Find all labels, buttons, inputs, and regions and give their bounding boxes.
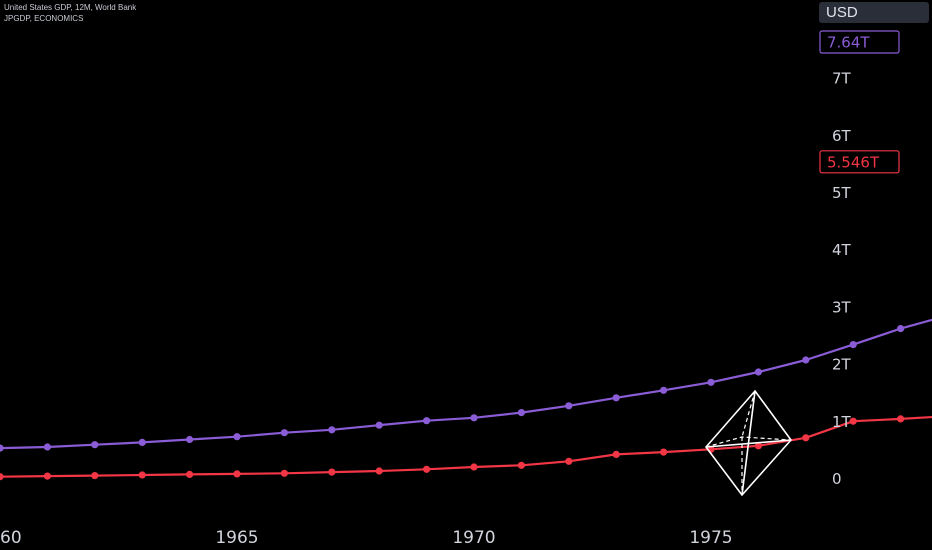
currency-unit-button[interactable]: USD xyxy=(819,2,929,23)
y-tick-label: 3T xyxy=(832,298,852,316)
data-point-us xyxy=(470,414,478,422)
data-point-jp xyxy=(186,470,194,478)
data-point-us xyxy=(423,417,431,425)
data-point-jp xyxy=(280,469,288,477)
data-point-us xyxy=(897,325,905,333)
data-point-us xyxy=(802,356,810,364)
data-point-jp xyxy=(470,463,478,471)
data-point-us xyxy=(660,386,668,394)
x-tick-label: 1960 xyxy=(0,528,22,548)
x-tick-label: 1970 xyxy=(452,528,495,548)
last-value-tag-text: 5.546T xyxy=(827,153,880,171)
plot-area xyxy=(0,318,932,481)
axis-corner-mask xyxy=(820,523,932,550)
data-point-jp xyxy=(328,468,336,476)
legend-line-secondary: JPGDP, ECONOMICS xyxy=(4,14,84,23)
data-point-us xyxy=(186,435,194,444)
legend-line-primary: United States GDP, 12M, World Bank xyxy=(4,3,137,12)
data-point-us xyxy=(43,443,52,451)
data-point-us xyxy=(517,409,526,417)
octahedron-logo-icon xyxy=(704,389,793,497)
y-tick-label: 7T xyxy=(832,70,852,88)
data-point-us xyxy=(707,378,715,386)
series-line-us xyxy=(0,318,932,450)
data-point-jp xyxy=(565,457,573,465)
y-tick-label: 6T xyxy=(832,127,852,145)
data-point-jp xyxy=(375,467,383,475)
data-point-jp xyxy=(897,415,905,423)
data-point-us xyxy=(612,394,620,402)
data-point-us xyxy=(138,438,146,446)
data-point-jp xyxy=(43,472,52,480)
data-point-jp xyxy=(849,417,857,425)
data-point-us xyxy=(849,341,857,349)
x-tick-label: 1975 xyxy=(689,528,732,548)
chart-legend: United States GDP, 12M, World Bank JPGDP… xyxy=(4,2,136,24)
series-line-jp xyxy=(0,415,932,478)
data-point-jp xyxy=(754,442,763,450)
data-point-jp xyxy=(91,472,99,480)
data-point-jp xyxy=(0,473,4,481)
x-tick-label: 1965 xyxy=(215,528,258,548)
last-value-tag-jp: 5.546T xyxy=(819,150,900,174)
data-point-jp xyxy=(660,448,668,456)
last-value-tag-box xyxy=(819,150,900,174)
data-point-us xyxy=(565,402,573,410)
price-axis[interactable]: 0 1T 2T 3T 4T 5T 6T 7T 7.64T 5.546T xyxy=(819,30,900,488)
time-axis[interactable]: 19601965197019751980198519901995 xyxy=(0,523,932,550)
data-point-us xyxy=(754,368,763,376)
y-tick-label: 4T xyxy=(832,241,852,259)
data-point-us xyxy=(328,426,336,434)
data-point-us xyxy=(375,421,383,429)
data-point-jp xyxy=(423,465,431,473)
y-tick-label: 0 xyxy=(832,470,842,488)
data-point-jp xyxy=(233,470,241,478)
last-value-tag-us: 7.64T xyxy=(819,30,900,54)
last-value-tag-box xyxy=(819,30,900,54)
y-tick-label: 2T xyxy=(832,356,852,374)
y-tick-label: 1T xyxy=(832,413,852,431)
data-point-jp xyxy=(138,471,146,479)
data-point-us xyxy=(91,441,99,449)
data-point-us xyxy=(233,433,241,441)
data-point-jp xyxy=(612,450,620,458)
data-point-us xyxy=(280,429,288,437)
data-point-jp xyxy=(517,461,526,469)
data-point-jp xyxy=(802,434,810,442)
last-value-tag-text: 7.64T xyxy=(827,34,870,52)
y-tick-label: 5T xyxy=(832,184,852,202)
data-point-us xyxy=(0,444,4,452)
